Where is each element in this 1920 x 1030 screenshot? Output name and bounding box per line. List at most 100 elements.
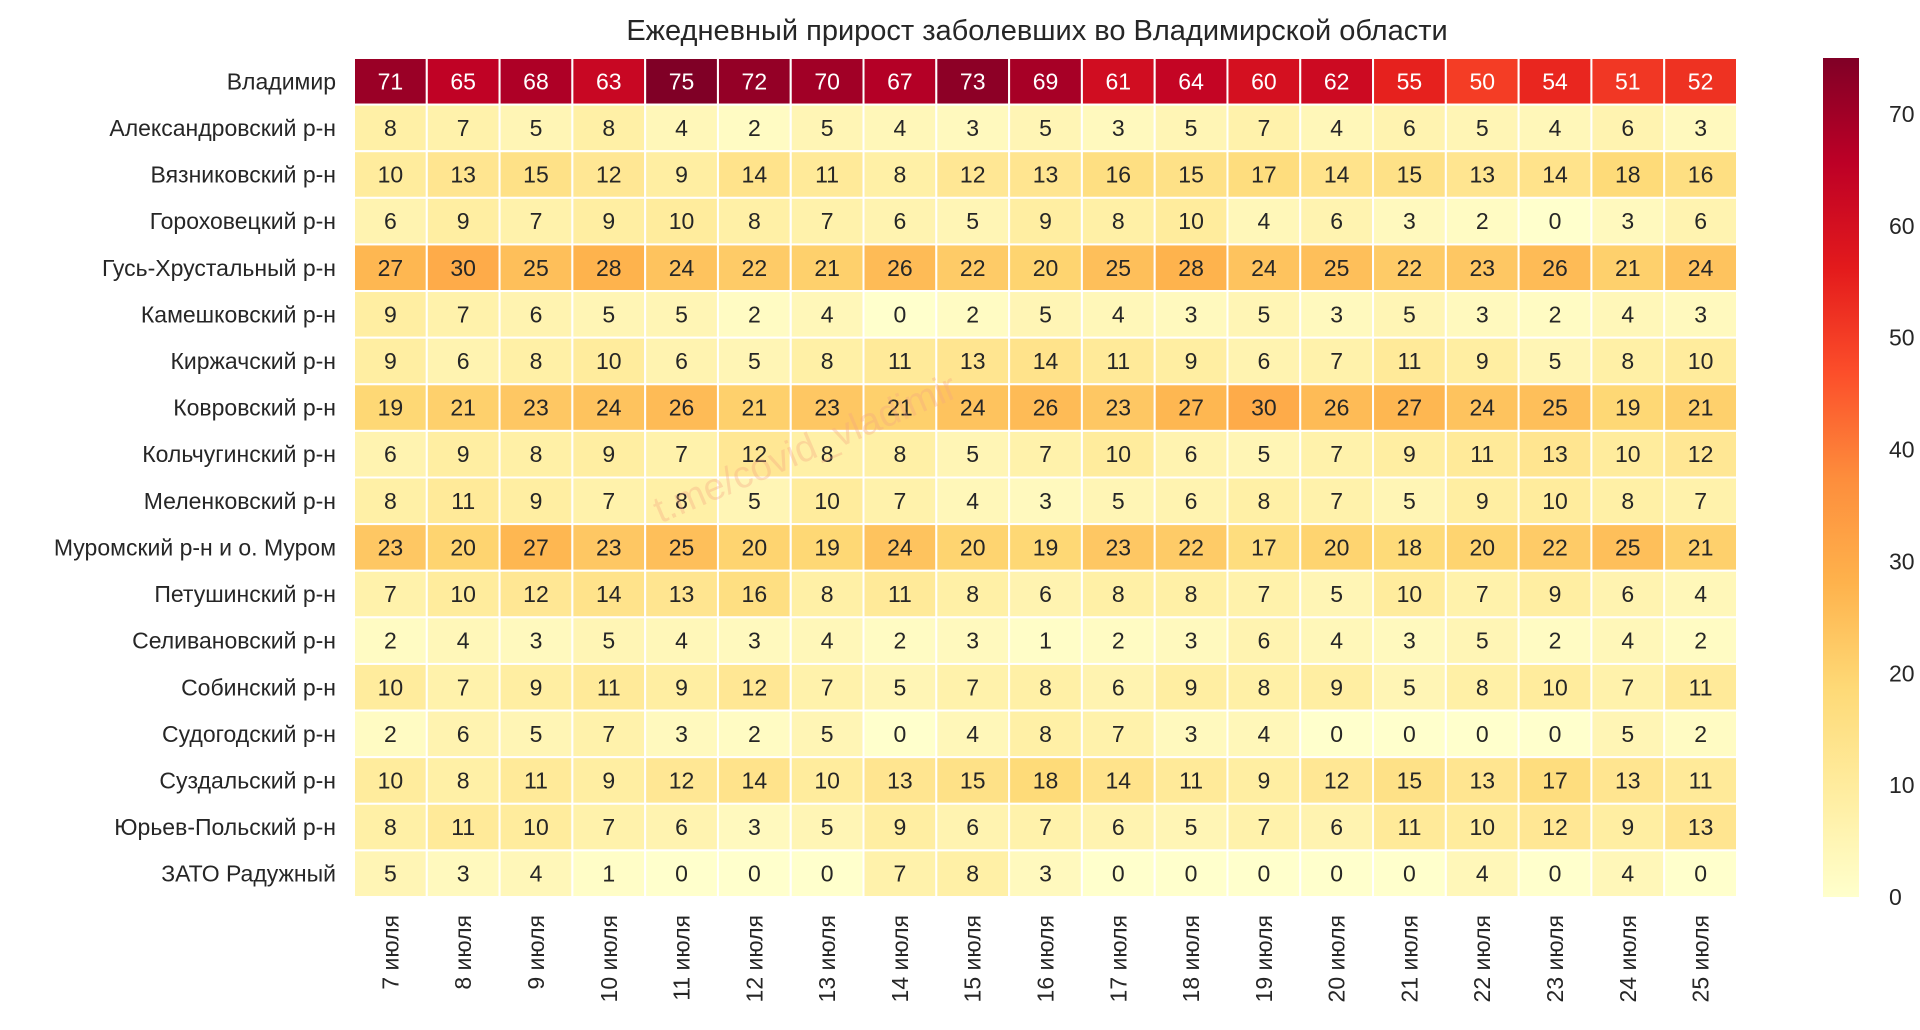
cell-value-label: 10 <box>1397 581 1423 607</box>
heatmap-cell <box>1517 196 1593 246</box>
cell-value-label: 5 <box>1476 628 1489 654</box>
cell-value-label: 3 <box>748 814 761 840</box>
column-label: 12 июля <box>741 915 767 1002</box>
cell-value-label: 4 <box>1257 721 1270 747</box>
cell-value-label: 9 <box>1330 674 1343 700</box>
cell-value-label: 2 <box>748 115 761 141</box>
cell-value-label: 11 <box>1689 674 1713 700</box>
cell-value-label: 0 <box>1403 861 1416 887</box>
cell-value-label: 6 <box>1330 208 1343 234</box>
cell-value-label: 5 <box>894 674 907 700</box>
cell-value-label: 7 <box>894 861 907 887</box>
cell-value-label: 26 <box>887 255 913 281</box>
cell-value-label: 2 <box>1549 628 1562 654</box>
heatmap-cell <box>1008 383 1083 432</box>
cell-value-label: 55 <box>1397 68 1423 94</box>
cell-value-label: 24 <box>1251 255 1277 281</box>
heatmap-cell <box>1153 802 1229 852</box>
cell-value-label: 8 <box>384 115 397 141</box>
heatmap-cell <box>789 336 865 386</box>
row-label: Кольчугинский р-н <box>142 441 336 467</box>
cell-value-label: 8 <box>821 581 834 607</box>
cell-value-label: 16 <box>1688 162 1714 188</box>
heatmap-cell <box>1444 476 1520 526</box>
cell-value-label: 8 <box>1621 348 1634 374</box>
cell-value-label: 27 <box>1397 395 1423 421</box>
cell-value-label: 54 <box>1542 68 1568 94</box>
cell-value-label: 27 <box>1178 395 1204 421</box>
heatmap-cell <box>1299 802 1375 852</box>
heatmap-cell <box>498 616 574 665</box>
cell-value-label: 52 <box>1688 68 1714 94</box>
cell-value-label: 27 <box>378 255 404 281</box>
cell-value-label: 2 <box>384 628 397 654</box>
heatmap-cell <box>1299 383 1375 432</box>
heatmap-cell <box>1517 336 1593 386</box>
cell-value-label: 21 <box>887 395 913 421</box>
colorbar-tick-label: 0 <box>1889 884 1902 910</box>
cell-value-label: 17 <box>1251 162 1277 188</box>
cell-value-label: 6 <box>384 441 397 467</box>
cell-value-label: 25 <box>1324 255 1350 281</box>
row-label: Владимир <box>227 68 336 94</box>
heatmap-cell <box>1663 662 1739 712</box>
cell-value-label: 8 <box>821 348 834 374</box>
cell-value-label: 20 <box>450 534 476 560</box>
heatmap-cell <box>1080 196 1156 246</box>
cell-value-label: 24 <box>596 395 622 421</box>
cell-value-label: 5 <box>966 208 979 234</box>
cell-value-label: 5 <box>748 348 761 374</box>
cell-value-label: 20 <box>1033 255 1059 281</box>
cell-value-label: 5 <box>1621 721 1634 747</box>
cell-value-label: 4 <box>530 861 543 887</box>
cell-value-label: 6 <box>1257 628 1270 654</box>
column-label: 10 июля <box>596 915 622 1002</box>
cell-value-label: 7 <box>1039 814 1052 840</box>
cell-value-label: 23 <box>1105 534 1131 560</box>
cell-value-label: 9 <box>1185 348 1198 374</box>
heatmap-cell <box>1299 849 1375 899</box>
cell-value-label: 30 <box>1251 395 1277 421</box>
heatmap-cell <box>1372 150 1447 199</box>
cell-value-label: 10 <box>1105 441 1131 467</box>
heatmap-cell <box>1153 57 1229 106</box>
heatmap-cell <box>1008 429 1083 479</box>
heatmap-cell <box>1444 196 1520 246</box>
cell-value-label: 9 <box>530 488 543 514</box>
cell-value-label: 12 <box>960 162 986 188</box>
cell-value-label: 12 <box>523 581 549 607</box>
cell-value-label: 6 <box>1621 581 1634 607</box>
heatmap-cell <box>789 523 865 572</box>
cell-value-label: 4 <box>675 628 688 654</box>
cell-value-label: 9 <box>602 767 615 793</box>
row-label: Ковровский р-н <box>173 395 336 421</box>
heatmap-cell <box>1444 150 1520 199</box>
cell-value-label: 26 <box>1324 395 1350 421</box>
heatmap-cell <box>1517 616 1593 665</box>
heatmap-cell <box>1663 243 1739 293</box>
cell-value-label: 11 <box>1689 767 1713 793</box>
cell-value-label: 21 <box>1688 534 1714 560</box>
cell-value-label: 7 <box>1621 674 1634 700</box>
cell-value-label: 14 <box>1542 162 1568 188</box>
cell-value-label: 5 <box>1403 488 1416 514</box>
heatmap-cell <box>353 383 428 432</box>
cell-value-label: 10 <box>1542 488 1568 514</box>
row-label: Киржачский р-н <box>171 348 337 374</box>
cell-value-label: 5 <box>1257 441 1270 467</box>
heatmap-cell <box>716 243 792 293</box>
cell-value-label: 9 <box>1257 767 1270 793</box>
cell-value-label: 23 <box>596 534 622 560</box>
heatmap-cell <box>1444 709 1520 759</box>
cell-value-label: 8 <box>1112 581 1125 607</box>
cell-value-label: 8 <box>894 162 907 188</box>
cell-value-label: 18 <box>1033 767 1059 793</box>
cell-value-label: 5 <box>384 861 397 887</box>
cell-value-label: 26 <box>669 395 695 421</box>
heatmap-cell <box>644 243 719 293</box>
heatmap-cell <box>716 849 792 899</box>
cell-value-label: 5 <box>1112 488 1125 514</box>
cell-value-label: 9 <box>894 814 907 840</box>
heatmap-cell <box>498 290 574 339</box>
cell-value-label: 13 <box>669 581 695 607</box>
